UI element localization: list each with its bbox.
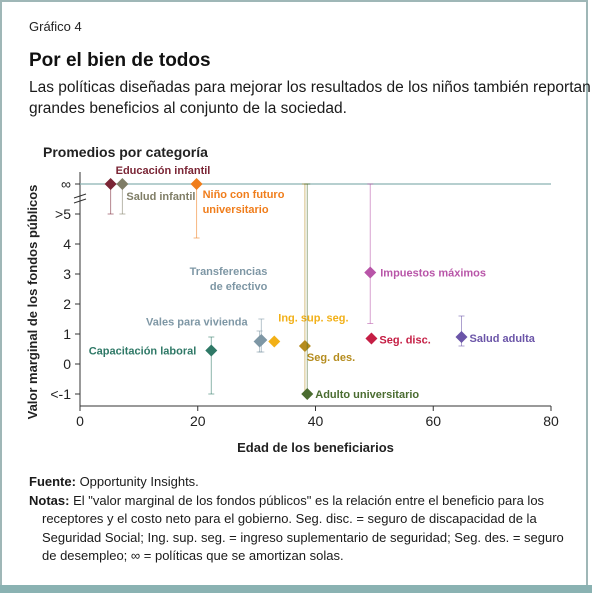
y-tick-label: ∞ [61, 176, 71, 192]
data-label: Ing. sup. seg. [278, 313, 348, 325]
data-label: Capacitación laboral [89, 346, 197, 358]
data-point [298, 340, 311, 352]
source-text: Opportunity Insights. [75, 474, 199, 489]
data-label: Niño con futuro [203, 189, 285, 201]
data-label: de efectivo [210, 281, 268, 293]
data-label: Educación infantil [116, 165, 211, 177]
scatter-chart: 0 20 40 60 80 <-1 0 1 2 3 4 >5 ∞ Edad de los benefici… [25, 165, 559, 455]
y-tick-label: 0 [63, 356, 71, 372]
data-label: universitario [203, 204, 269, 216]
data-point [190, 178, 203, 190]
x-tick-label: 20 [190, 413, 206, 429]
data-label: Salud adulta [470, 333, 536, 345]
data-point [301, 388, 314, 400]
data-point-group: Seg. disc. [365, 332, 431, 347]
y-tick-label: 1 [63, 326, 71, 342]
data-point-group: Salud infantil [116, 178, 195, 215]
x-tick-label: 80 [543, 413, 559, 429]
data-point [364, 266, 377, 279]
notes-text-1: El "valor marginal de los fondos público… [69, 493, 545, 508]
data-point-group: Adulto universitario [301, 183, 419, 401]
axis-break-mark [73, 193, 87, 199]
data-label: Seg. disc. [379, 335, 430, 347]
data-label: Impuestos máximos [380, 268, 486, 280]
notes-line-3: Seguridad Social; Ing. sup. seg. = ingre… [42, 530, 564, 545]
chart-number-label: Gráfico 4 [29, 19, 82, 34]
data-point-group: Educación infantil [104, 165, 211, 215]
chart-axes: 0 20 40 60 80 <-1 0 1 2 3 4 >5 ∞ Edad de los benefici… [25, 172, 559, 455]
data-point-group: Transferencias de efectivo [190, 266, 268, 353]
y-tick-label: 2 [63, 296, 71, 312]
axis-break-mark [73, 198, 87, 204]
data-point [455, 331, 468, 343]
source-label: Fuente: [29, 474, 76, 489]
data-point-group: Niño con futuro universitario [190, 178, 285, 239]
data-point-group: Impuestos máximos [364, 183, 486, 324]
data-point-group: Vales para vivienda [146, 317, 266, 353]
data-label: Vales para vivienda [146, 317, 248, 329]
data-point-group: Ing. sup. seg. [268, 313, 349, 348]
data-label: Transferencias [190, 266, 268, 278]
notes-line-2: receptores y el costo neto para el gobie… [42, 511, 537, 526]
y-tick-label: <-1 [50, 386, 71, 402]
chart-subtitle-line-1: Las políticas diseñadas para mejorar los… [29, 79, 591, 96]
x-axis-title: Edad de los beneficiarios [237, 440, 394, 455]
figure-frame [0, 0, 588, 585]
data-point [253, 335, 266, 348]
data-point-group: Seg. des. [298, 183, 355, 395]
data-point [104, 178, 117, 190]
notes-line-1: Notas: El "valor marginal de los fondos … [29, 493, 544, 508]
data-point [365, 332, 378, 345]
data-point [116, 178, 129, 190]
notes-label: Notas: [29, 493, 70, 508]
data-point-group: Salud adulta [455, 315, 536, 347]
x-tick-label: 40 [308, 413, 324, 429]
data-point-group: Capacitación laboral [89, 336, 218, 395]
bottom-accent-bar [0, 585, 592, 593]
y-tick-label: 4 [63, 236, 71, 252]
y-axis-title: Valor marginal de los fondos públicos [25, 185, 40, 420]
x-tick-label: 60 [425, 413, 441, 429]
data-label: Seg. des. [307, 352, 355, 364]
data-point [268, 335, 281, 348]
data-label: Salud infantil [126, 191, 195, 203]
chart-title: Por el bien de todos [29, 50, 211, 71]
data-point [205, 344, 218, 357]
panel-title: Promedios por categoría [43, 144, 208, 160]
y-tick-label: 3 [63, 266, 71, 282]
chart-subtitle-line-2: grandes beneficios al conjunto de la soc… [29, 100, 347, 117]
notes-line-4: de desempleo; ∞ = políticas que se amort… [42, 548, 344, 563]
y-tick-label: >5 [55, 206, 71, 222]
data-label: Adulto universitario [315, 389, 419, 401]
x-tick-label: 0 [76, 413, 84, 429]
source-line: Fuente: Opportunity Insights. [29, 474, 199, 489]
